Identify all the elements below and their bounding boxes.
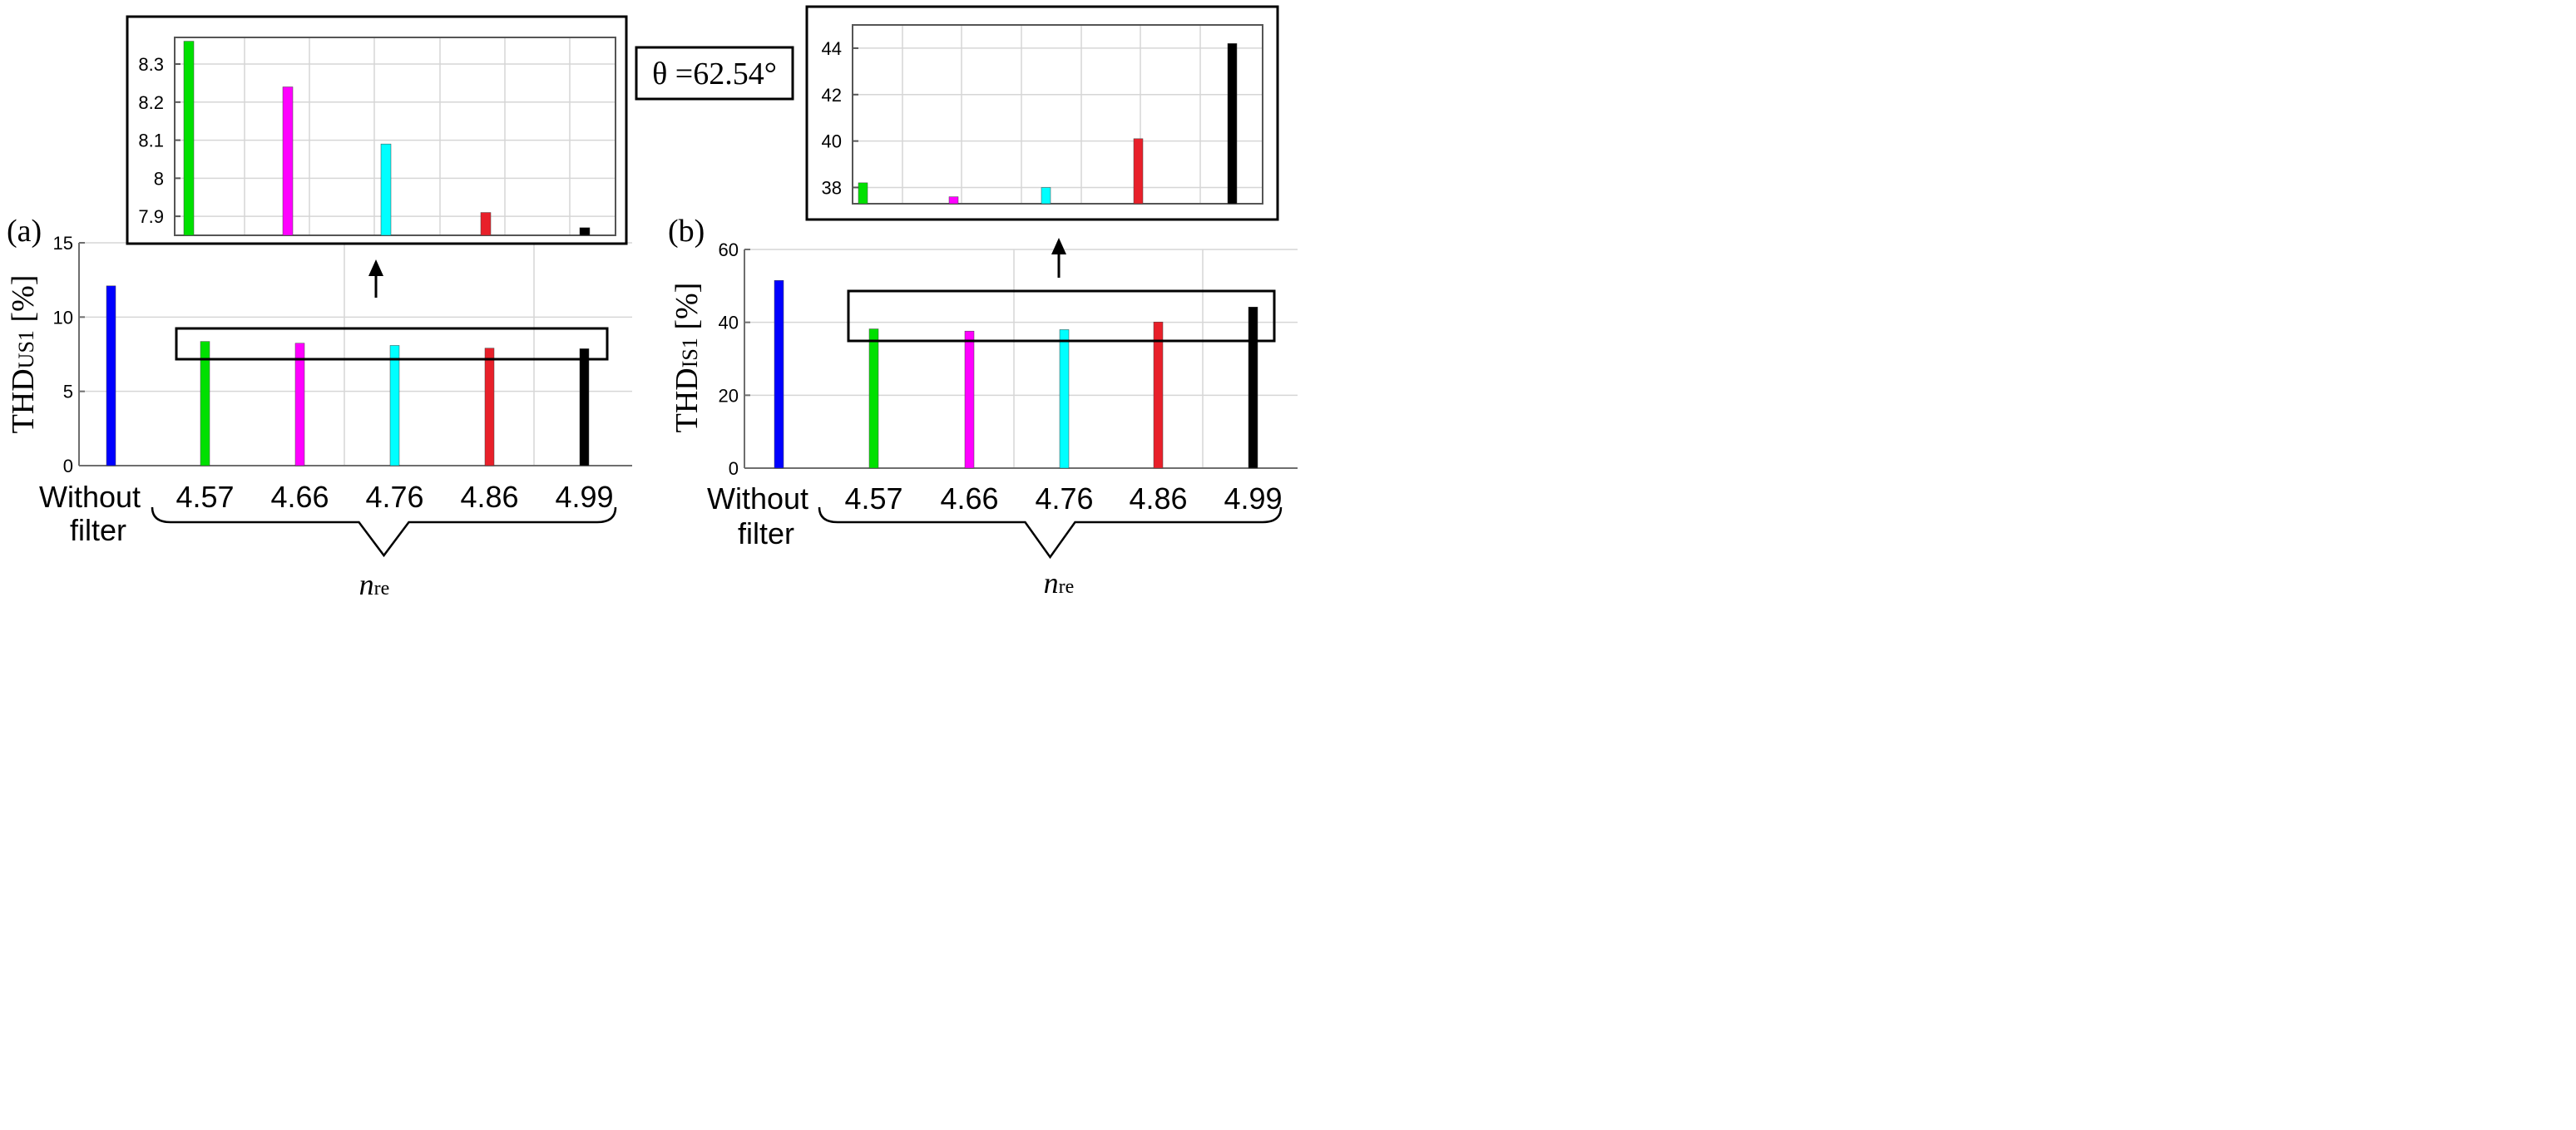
inset-frame (805, 5, 1279, 221)
y-tick-label: 15 (53, 233, 73, 254)
inset-bar-4-76 (1041, 187, 1051, 205)
inset-y-tick-label: 8.1 (138, 131, 164, 151)
bar-without-filter (774, 280, 784, 469)
inset-bar-4-86 (1133, 138, 1144, 205)
y-axis-label: THDUS1 [%] (6, 275, 41, 434)
inset-bar-4-57 (858, 182, 868, 205)
category-label: 4.76 (365, 480, 423, 514)
inset-y-tick-label: 8 (154, 168, 164, 189)
bar-4-99 (1248, 307, 1258, 469)
zoom-region-box (847, 289, 1276, 343)
bar-4-99 (579, 348, 590, 466)
y-tick-label: 5 (63, 382, 73, 402)
x-group-label: nre (359, 568, 390, 601)
inset-bar-4-66 (948, 196, 959, 205)
y-tick-label: 10 (53, 307, 73, 328)
inset-bar-4-99 (579, 227, 591, 236)
panel-label: (a) (7, 214, 42, 249)
bar-4-57 (868, 328, 879, 469)
category-label: Without (707, 481, 808, 516)
inset-plot-border (174, 37, 616, 236)
category-label: 4.57 (844, 481, 902, 516)
category-label: 4.86 (460, 480, 518, 514)
category-label: 4.66 (940, 481, 998, 516)
bar-4-76 (1059, 329, 1070, 469)
category-label: filter (70, 513, 126, 547)
bar-4-66 (964, 330, 975, 469)
bar-4-66 (294, 343, 305, 466)
category-label: filter (738, 516, 794, 550)
inset-bar-4-66 (282, 86, 294, 236)
angle-label: θ =62.54° (652, 57, 777, 91)
category-label: 4.57 (176, 480, 234, 514)
category-label: 4.99 (555, 480, 613, 514)
category-label: Without (39, 480, 141, 514)
bar-4-86 (484, 348, 495, 466)
y-axis-label: THDIS1 [%] (670, 283, 705, 433)
panel-label: (b) (668, 214, 705, 249)
category-label: 4.66 (270, 480, 329, 514)
inset-y-tick-label: 7.9 (138, 206, 164, 227)
bar-4-76 (389, 345, 400, 466)
x-group-label: nre (1044, 566, 1075, 600)
inset-y-tick-label: 42 (822, 85, 842, 106)
bar-without-filter (106, 285, 116, 466)
bar-4-86 (1153, 321, 1164, 469)
x-group-brace (818, 506, 1283, 560)
inset-y-tick-label: 8.2 (138, 92, 164, 113)
zoom-region-box (175, 327, 609, 361)
y-tick-label: 0 (729, 458, 739, 479)
y-tick-label: 0 (63, 456, 73, 476)
inset-y-tick-label: 44 (822, 38, 842, 59)
y-tick-label: 60 (719, 239, 739, 260)
inset-bar-4-57 (183, 41, 195, 236)
category-label: 4.86 (1129, 481, 1187, 516)
category-label: 4.76 (1035, 481, 1093, 516)
y-tick-label: 20 (719, 385, 739, 406)
inset-bar-4-99 (1227, 43, 1238, 205)
angle-label-box (635, 46, 794, 101)
inset-bar-4-76 (380, 143, 392, 236)
x-group-brace (151, 506, 617, 558)
bar-4-57 (200, 341, 210, 466)
inset-y-tick-label: 8.3 (138, 54, 164, 75)
zoom-arrow-head (368, 259, 383, 276)
inset-y-tick-label: 38 (822, 177, 842, 198)
inset-bar-4-86 (480, 212, 492, 236)
zoom-arrow-head (1051, 238, 1066, 254)
y-tick-label: 40 (719, 313, 739, 333)
inset-frame (126, 15, 628, 245)
category-label: 4.99 (1224, 481, 1282, 516)
inset-y-tick-label: 40 (822, 131, 842, 152)
inset-plot-border (852, 24, 1263, 205)
